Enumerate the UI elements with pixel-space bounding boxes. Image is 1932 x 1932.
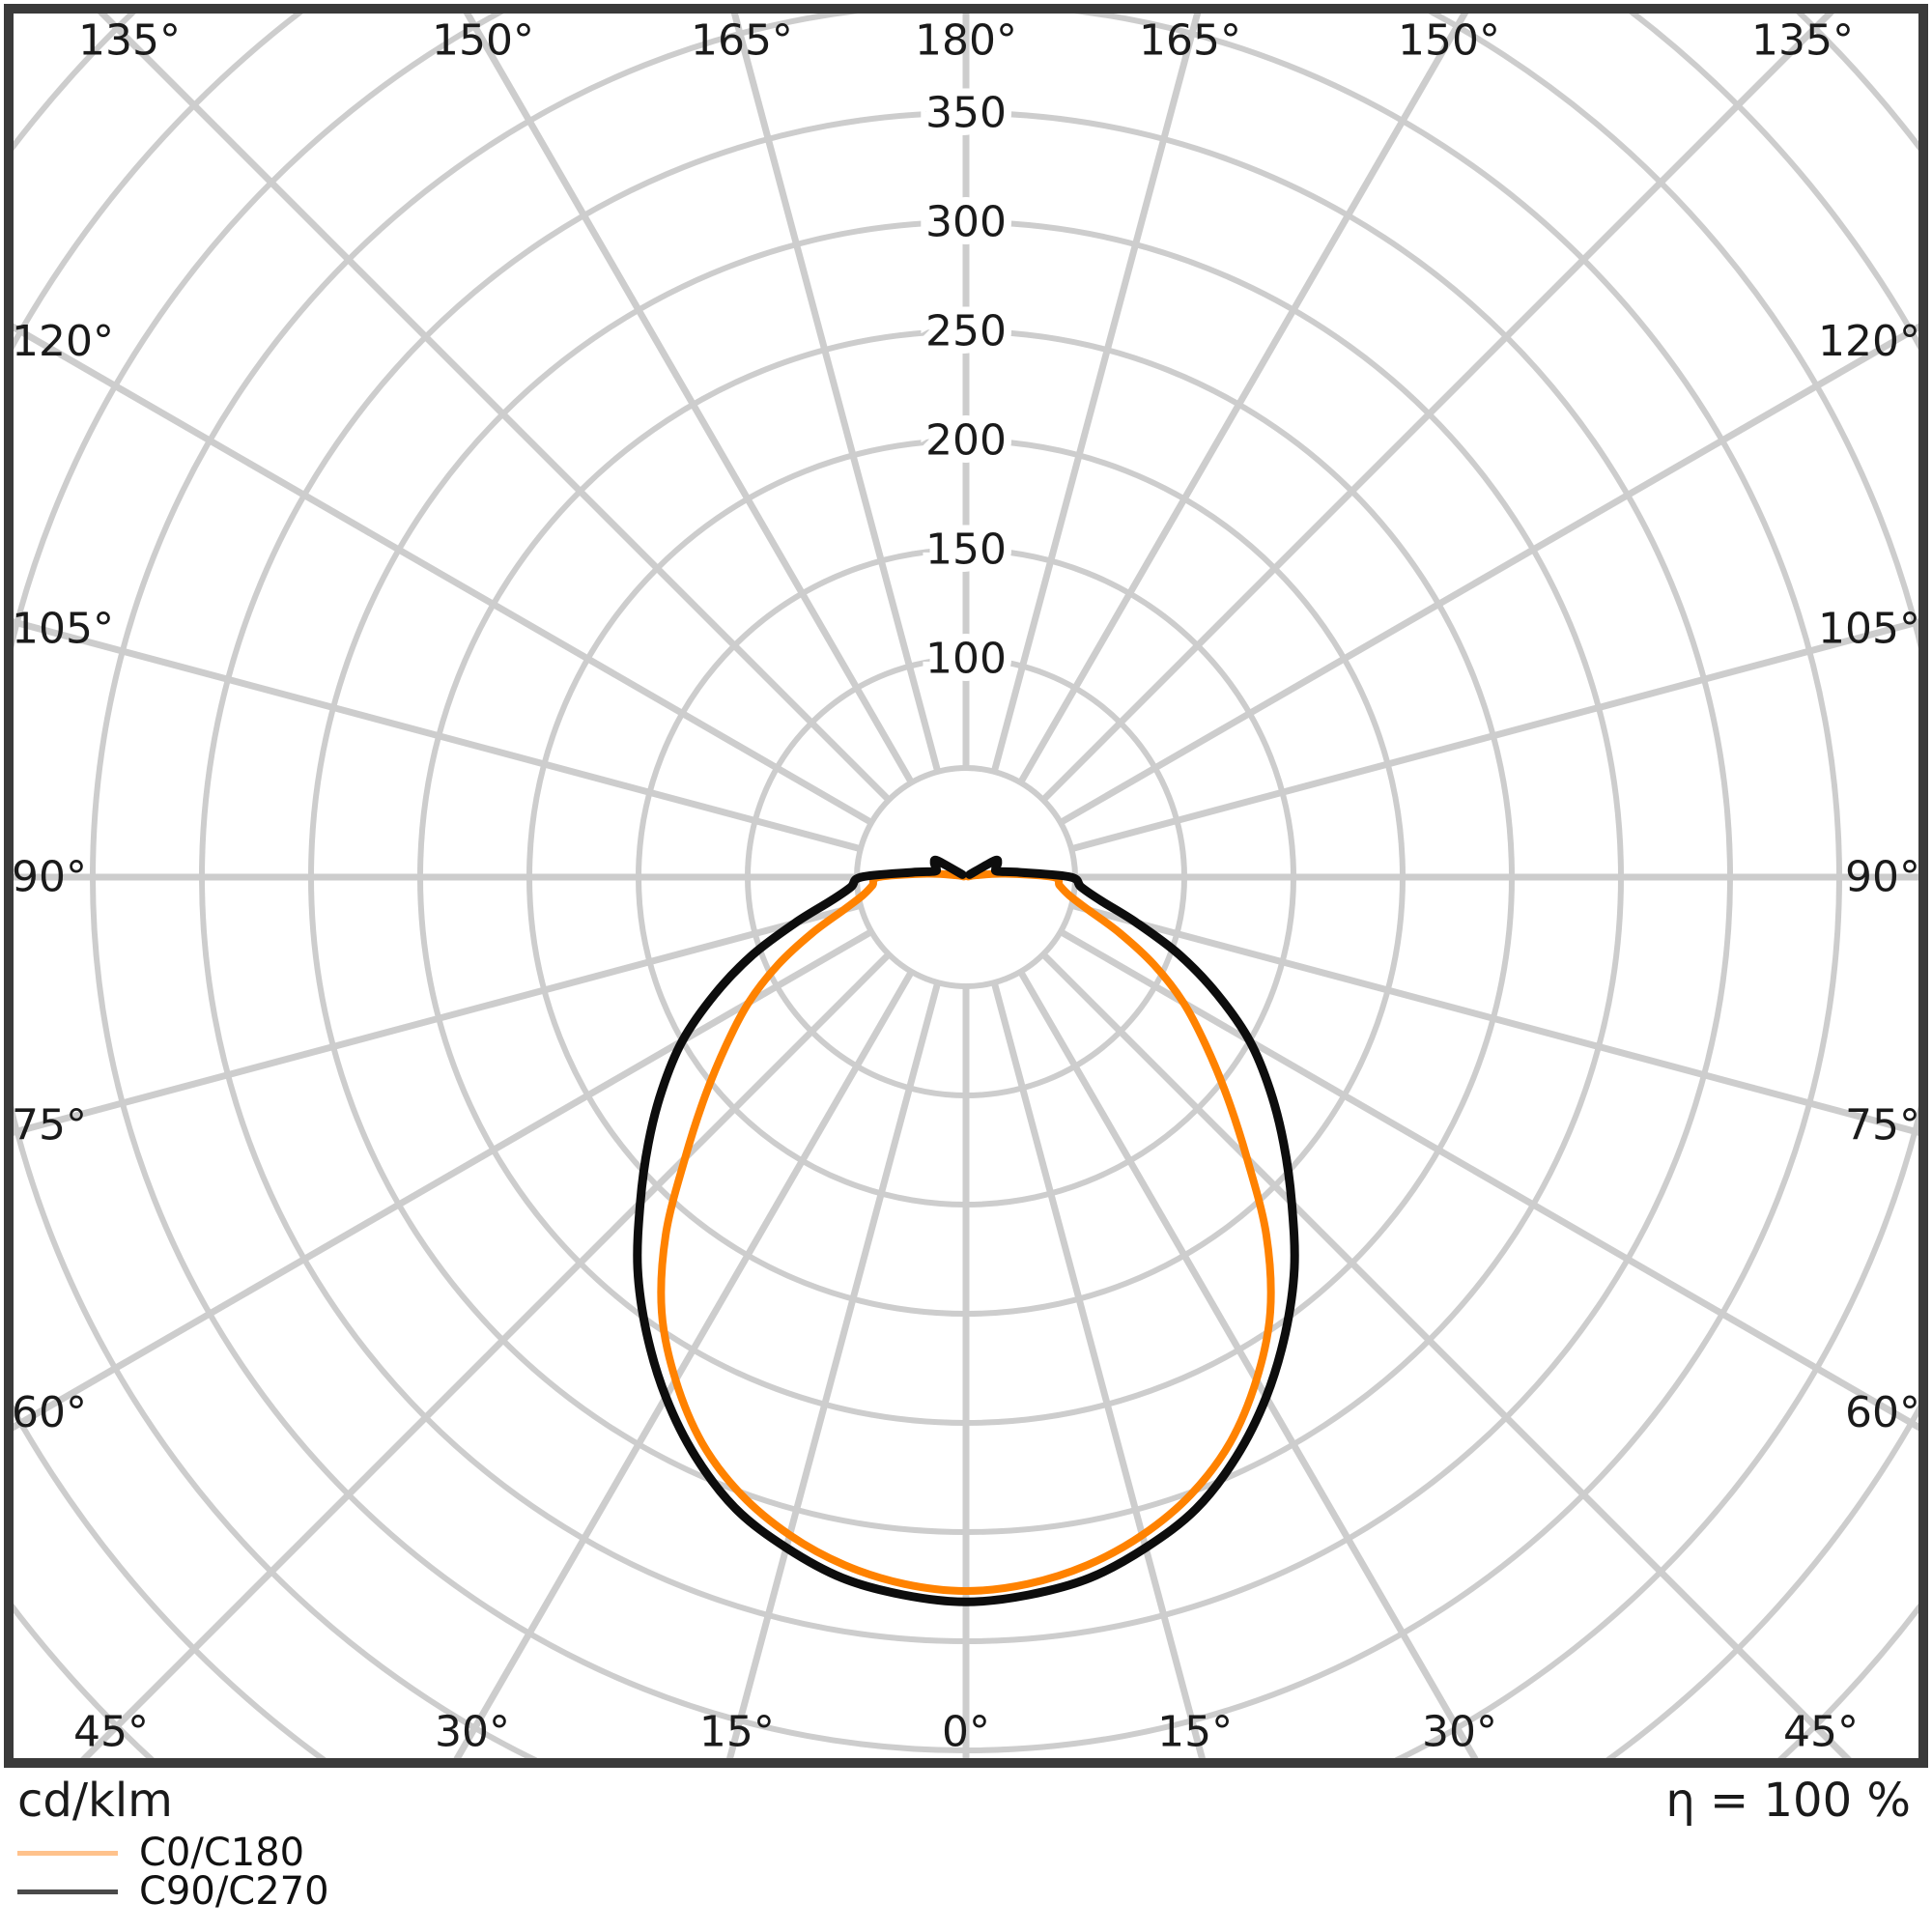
radial-tick-labels: 100 150 200 250 300 350 — [918, 81, 1014, 692]
curve-c0-c180 — [657, 869, 1275, 1595]
angle-label-45-right: 45° — [1783, 1708, 1859, 1757]
radial-tick-200: 200 — [925, 416, 1007, 466]
legend: C0/C180 C90/C270 — [17, 1833, 329, 1911]
footer-row: cd/klm η = 100 % — [0, 1774, 1932, 1828]
angle-label-105-right: 105° — [1818, 604, 1920, 653]
angle-label-120-right: 120° — [1818, 317, 1920, 366]
angle-label-60-right: 60° — [1845, 1388, 1920, 1437]
radial-tick-250: 250 — [925, 307, 1007, 356]
curve-c90-c270 — [633, 855, 1299, 1606]
angle-label-15-left: 15° — [699, 1708, 775, 1757]
angle-label-135-right: 135° — [1751, 16, 1854, 66]
angle-label-45-left: 45° — [73, 1708, 149, 1757]
intensity-curves — [633, 855, 1299, 1606]
radial-tick-100: 100 — [925, 635, 1007, 684]
legend-swatch-c0-line — [17, 1850, 118, 1856]
radial-tick-350: 350 — [925, 89, 1007, 138]
angle-tick-labels: 0° 15° 15° 30° 30° 45° 45° 60° 60° 75° 75° 90° 90° 10… — [12, 16, 1920, 1757]
angle-label-90-left: 90° — [12, 853, 87, 902]
radial-tick-300: 300 — [925, 198, 1007, 247]
angle-label-105-left: 105° — [12, 604, 114, 653]
angle-label-75-right: 75° — [1845, 1101, 1920, 1151]
angle-label-120-left: 120° — [12, 317, 114, 366]
angle-label-60-left: 60° — [12, 1388, 87, 1437]
legend-label-c90: C90/C270 — [139, 1869, 329, 1914]
legend-row-c0: C0/C180 — [17, 1833, 329, 1872]
angle-label-30-right: 30° — [1422, 1708, 1497, 1757]
legend-swatch-c90-line — [17, 1889, 118, 1894]
angle-label-0-right: 0° — [942, 1708, 990, 1757]
angle-label-135-left: 135° — [78, 16, 181, 66]
angle-label-150-left: 150° — [432, 16, 534, 66]
legend-row-c90: C90/C270 — [17, 1872, 329, 1911]
angle-label-15-right: 15° — [1157, 1708, 1233, 1757]
angle-label-180-right: 180° — [915, 16, 1017, 66]
angle-label-150-right: 150° — [1398, 16, 1500, 66]
units-label: cd/klm — [17, 1774, 173, 1828]
angle-label-165-left: 165° — [691, 16, 793, 66]
angle-label-90-right: 90° — [1845, 853, 1920, 902]
efficiency-label: η = 100 % — [1665, 1774, 1911, 1828]
plot-frame — [4, 4, 1928, 1768]
angle-label-30-left: 30° — [435, 1708, 510, 1757]
angle-label-165-right: 165° — [1139, 16, 1241, 66]
radial-tick-150: 150 — [925, 526, 1007, 575]
angle-label-75-left: 75° — [12, 1101, 87, 1151]
legend-label-c0: C0/C180 — [139, 1831, 305, 1875]
